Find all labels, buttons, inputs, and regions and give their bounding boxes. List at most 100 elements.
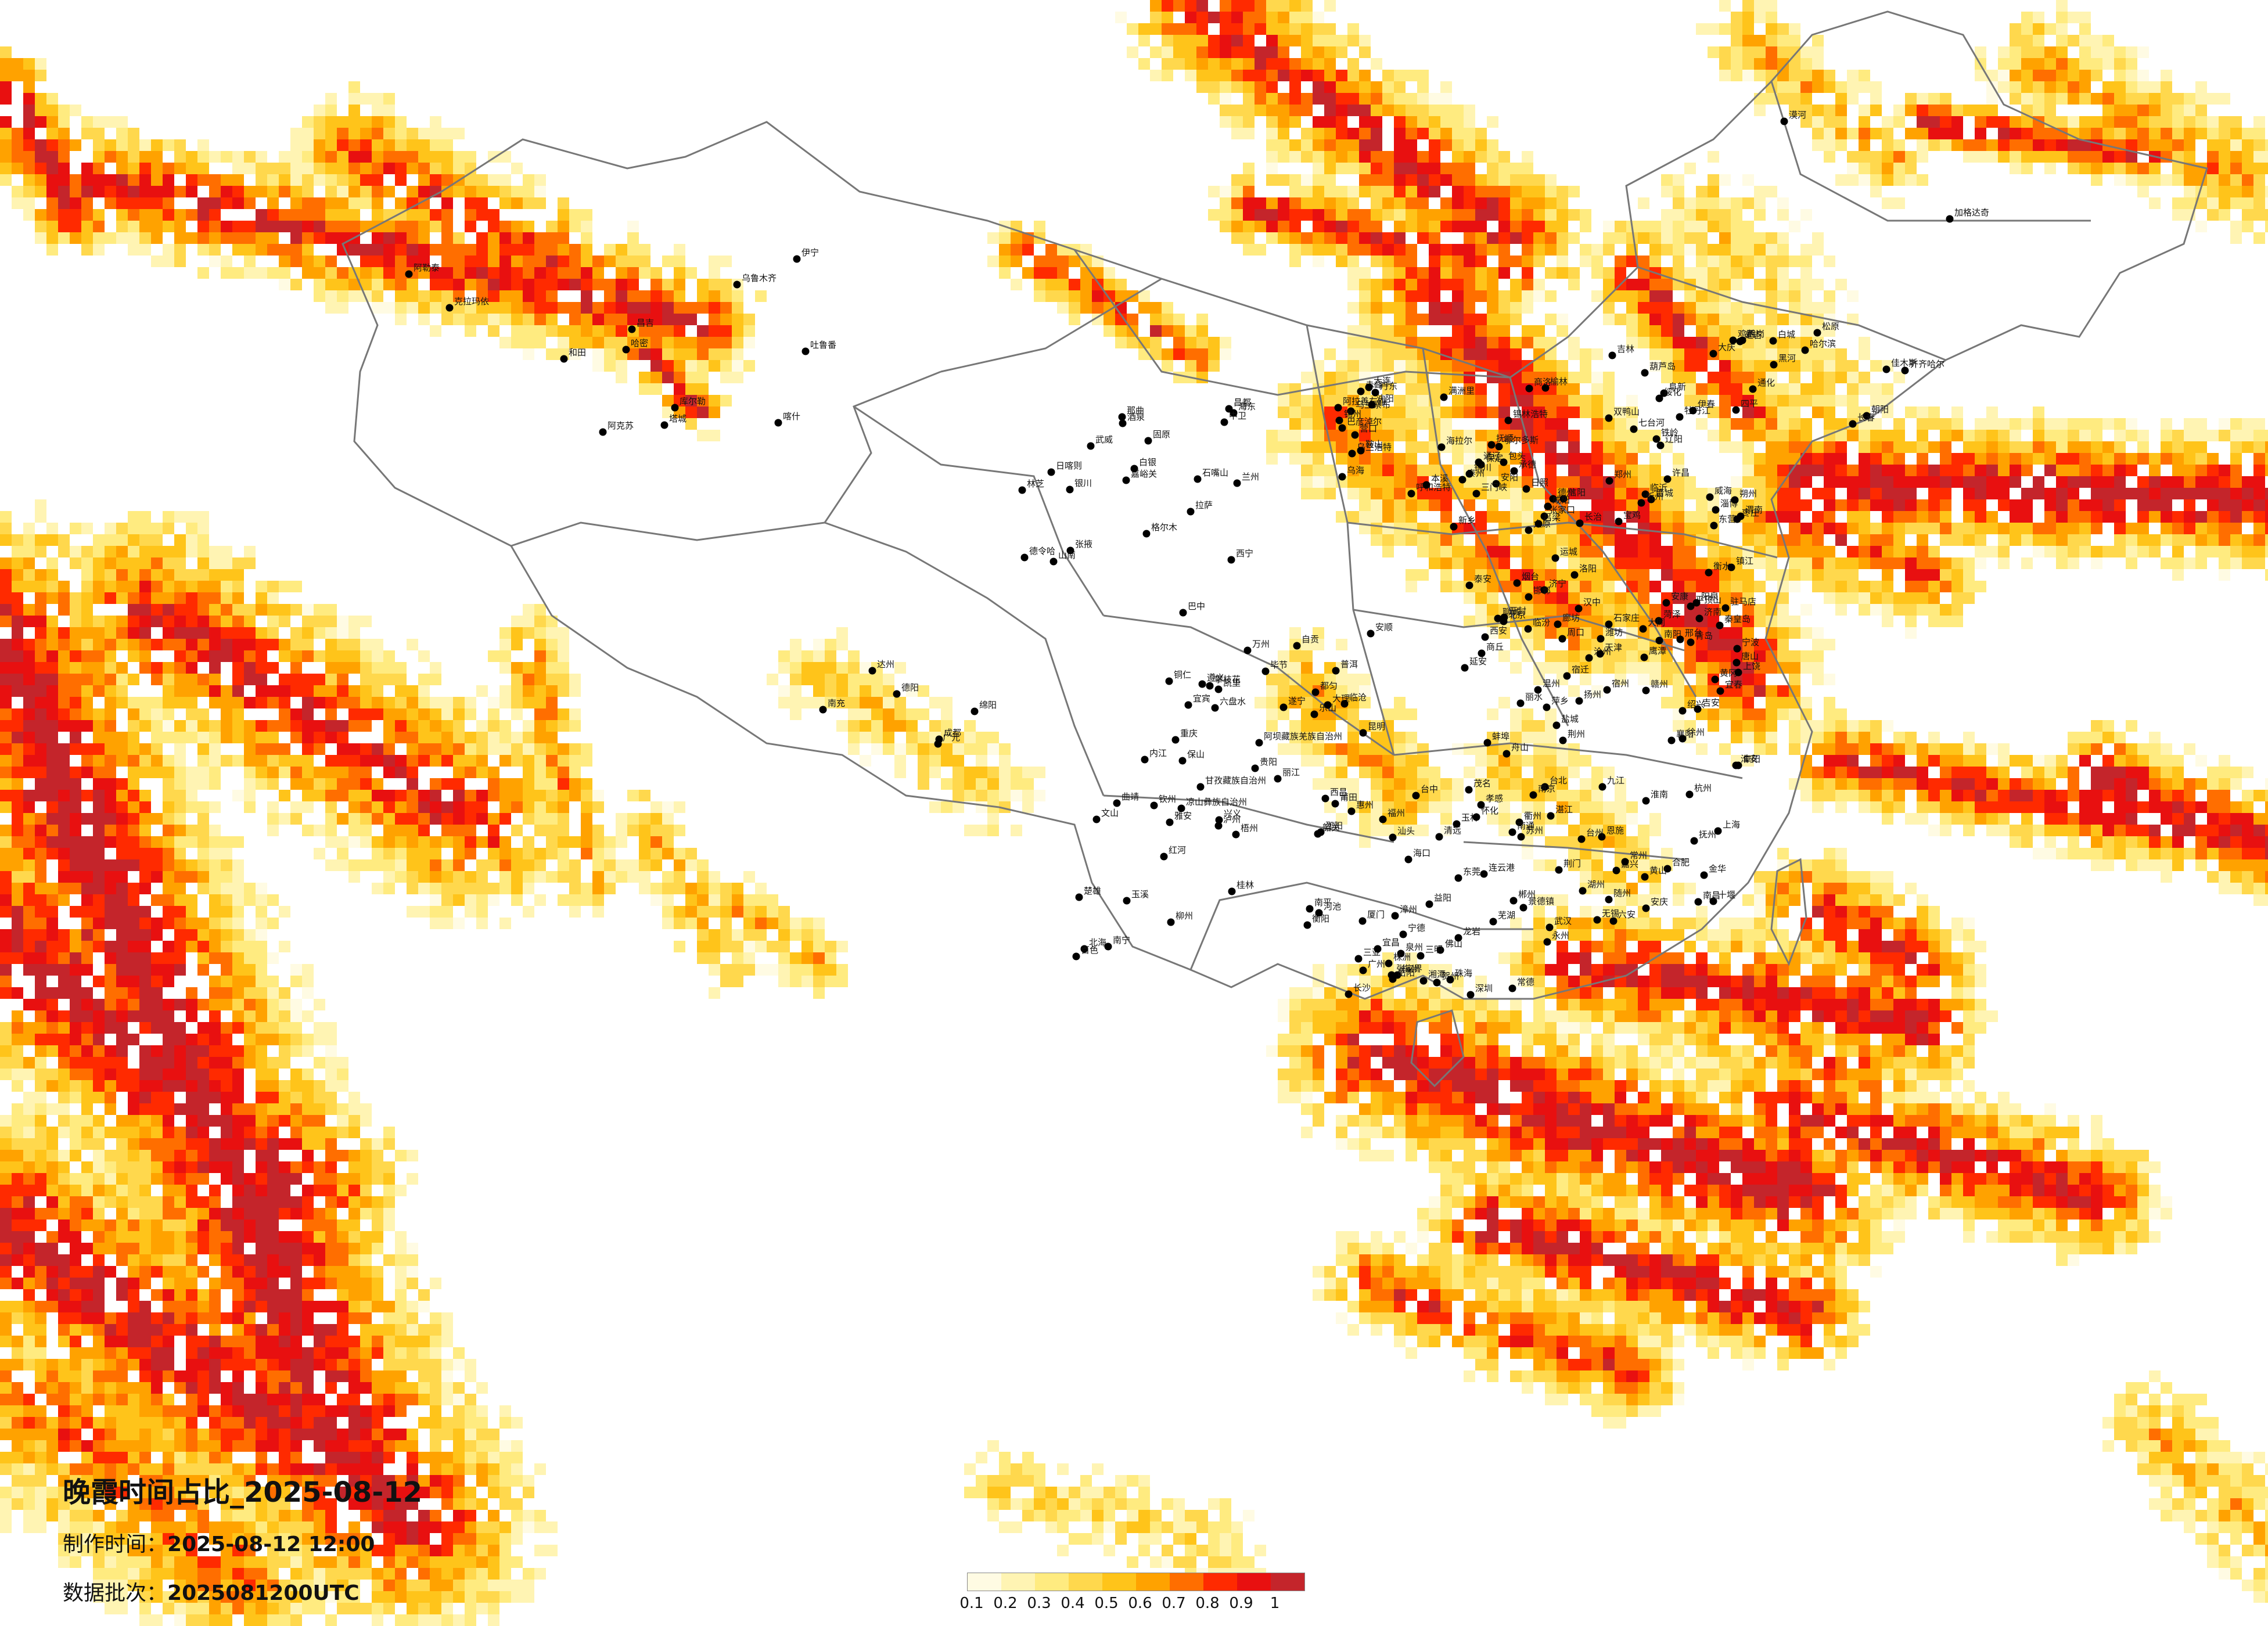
city-label: 无锡 <box>1602 908 1619 919</box>
city-dot <box>1475 458 1483 466</box>
city-label: 深圳 <box>1475 983 1493 994</box>
city-dot <box>1279 703 1288 711</box>
city-label: 玉溪 <box>1131 889 1149 900</box>
city-label: 葫芦岛 <box>1649 361 1676 372</box>
city-marker: 德令哈 <box>1020 546 1055 562</box>
city-dot <box>1092 815 1101 823</box>
city-label: 塔城 <box>669 413 686 424</box>
city-label: 湖州 <box>1587 879 1605 890</box>
city-label: 泰安 <box>1474 574 1491 584</box>
city-marker: 宝鸡 <box>1615 510 1641 526</box>
city-label: 南通 <box>1517 821 1534 831</box>
city-dot <box>1576 519 1584 527</box>
city-label: 南充 <box>828 698 845 708</box>
city-dot <box>1558 635 1566 643</box>
city-dot <box>1113 799 1121 807</box>
city-label: 广州 <box>1368 959 1385 969</box>
city-marker: 茂名 <box>1465 778 1491 794</box>
city-label: 宝鸡 <box>1623 510 1641 520</box>
city-dot <box>1500 458 1508 466</box>
city-marker: 南京 <box>1529 783 1555 799</box>
city-label: 杭州 <box>1694 783 1712 793</box>
city-dot <box>1525 384 1533 393</box>
city-dot <box>1534 686 1542 694</box>
city-dot <box>1678 707 1687 715</box>
city-marker: 榆林 <box>1541 376 1568 392</box>
city-label: 衡阳 <box>1312 913 1329 924</box>
city-dot <box>1335 416 1343 425</box>
legend-tick: 0.6 <box>1128 1595 1152 1612</box>
city-dot <box>1513 579 1521 587</box>
city-marker: 固原 <box>1144 429 1170 445</box>
city-dot <box>1150 801 1158 810</box>
city-label: 茂名 <box>1473 778 1491 789</box>
city-dot <box>1731 496 1739 504</box>
city-dot <box>1232 830 1240 839</box>
map-title: 晚霞时间占比_2025-08-12 <box>63 1476 423 1509</box>
city-dot <box>1311 688 1320 696</box>
city-label: 吕梁 <box>1543 512 1561 523</box>
city-dot <box>1047 468 1055 476</box>
city-label: 秦皇岛 <box>1724 614 1751 624</box>
city-marker: 连云港 <box>1480 862 1515 878</box>
city-label: 邢台 <box>1685 628 1702 638</box>
city-dot <box>1555 866 1563 874</box>
city-label: 株洲 <box>1393 952 1411 962</box>
city-dot <box>774 419 782 427</box>
city-label: 长春 <box>1857 412 1875 423</box>
city-dot <box>1130 465 1138 473</box>
city-marker: 齐齐哈尔 <box>1901 359 1944 375</box>
city-label: 西昌 <box>1330 787 1347 797</box>
city-label: 延吉 <box>1745 330 1762 340</box>
city-dot <box>1524 625 1532 633</box>
city-label: 武威 <box>1095 434 1113 445</box>
city-marker: 邢台 <box>1676 628 1702 643</box>
city-dot <box>1598 783 1606 791</box>
city-marker: 普洱 <box>1332 659 1358 675</box>
city-label: 商丘 <box>1486 642 1504 652</box>
city-dot <box>1780 117 1788 125</box>
city-marker: 邯郸 <box>1525 585 1551 601</box>
province-boundary <box>1347 521 1778 559</box>
city-label: 常州 <box>1630 850 1647 861</box>
city-label: 朝阳 <box>1871 404 1889 415</box>
city-marker: 大同 <box>1639 617 1665 633</box>
city-dot <box>1603 686 1611 694</box>
city-dot <box>1184 701 1192 709</box>
province-boundaries <box>342 10 2208 1088</box>
city-marker: 和田 <box>560 347 586 363</box>
city-dot <box>1371 388 1379 397</box>
city-marker: 六盘水 <box>1211 696 1246 712</box>
legend-tick: 0.7 <box>1162 1595 1186 1612</box>
city-marker: 萍乡 <box>1543 696 1569 711</box>
city-marker: 铜仁 <box>1165 670 1191 685</box>
city-dot <box>1171 736 1180 744</box>
city-marker: 北京 <box>1500 610 1526 625</box>
city-dot <box>1261 667 1270 675</box>
city-label: 景德镇 <box>1528 896 1554 906</box>
city-label: 邵阳 <box>1325 821 1343 831</box>
city-label: 哈尔滨 <box>1810 339 1836 349</box>
city-dot <box>1357 447 1365 455</box>
city-marker: 无锡 <box>1593 908 1619 924</box>
city-dot <box>1080 945 1088 953</box>
city-marker: 石家庄 <box>1605 613 1640 628</box>
city-dot <box>1575 605 1583 613</box>
city-dot <box>1446 976 1454 984</box>
city-dot <box>1687 602 1695 610</box>
city-label: 巴彦淖尔 <box>1347 416 1382 427</box>
city-label: 沈阳 <box>1376 393 1394 404</box>
data-batch-value: 2025081200UTC <box>167 1581 360 1605</box>
city-dot <box>1018 486 1026 494</box>
city-label: 郑州 <box>1614 469 1631 480</box>
city-dot <box>1379 815 1387 823</box>
city-label: 天津 <box>1605 642 1622 653</box>
city-marker: 张家口 <box>1540 505 1575 520</box>
city-marker: 镇江 <box>1727 556 1753 571</box>
city-label: 伊宁 <box>801 247 819 258</box>
city-marker: 兰州 <box>1233 472 1259 487</box>
city-marker: 天津 <box>1596 642 1622 658</box>
city-label: 阳泉 <box>1701 591 1719 602</box>
city-marker: 苏州 <box>1517 825 1543 841</box>
city-label: 白银 <box>1139 457 1156 467</box>
